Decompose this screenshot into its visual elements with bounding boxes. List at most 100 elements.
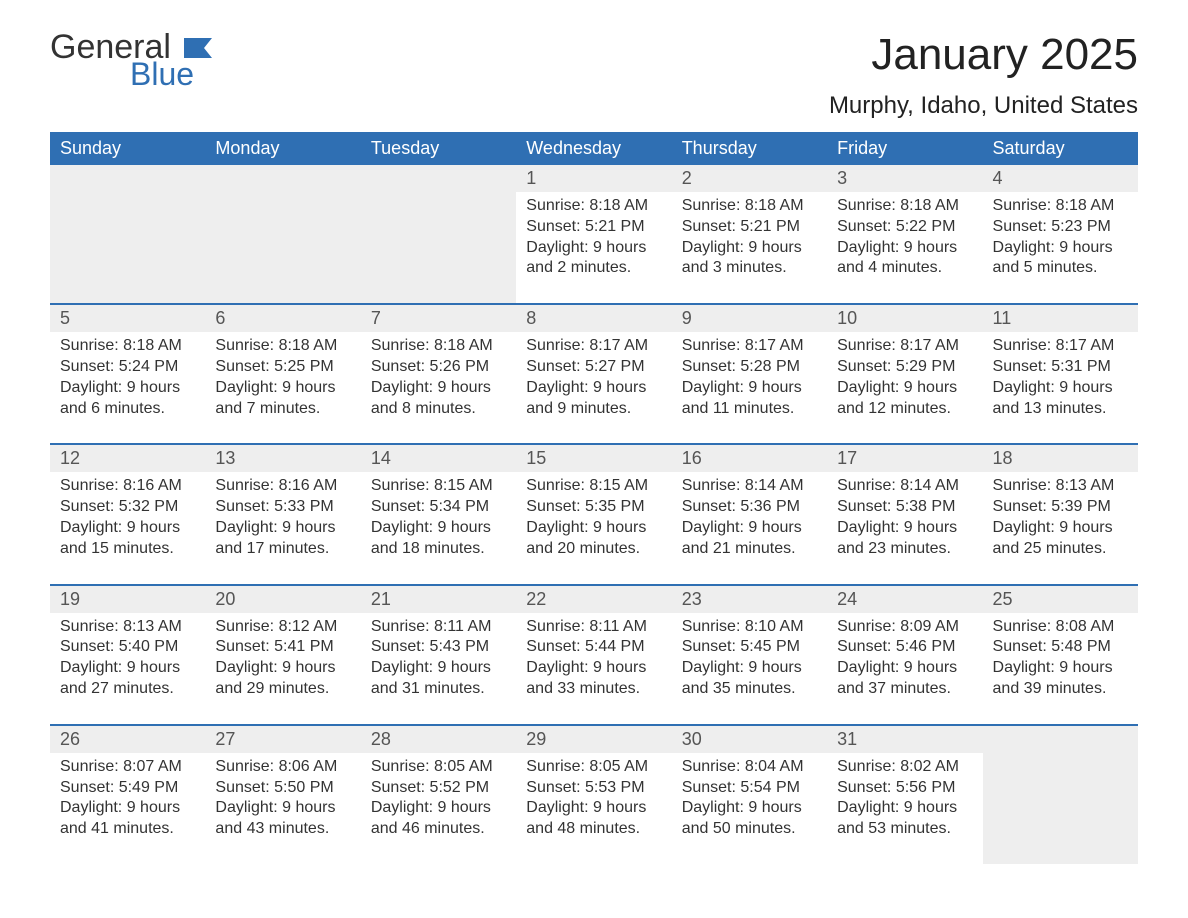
day-body: Sunrise: 8:11 AMSunset: 5:43 PMDaylight:… — [371, 617, 506, 700]
sunset-line: Sunset: 5:34 PM — [371, 497, 506, 518]
daylight-line: Daylight: 9 hours and 11 minutes. — [682, 378, 817, 420]
daylight-line: Daylight: 9 hours and 37 minutes. — [837, 658, 972, 700]
day-cell: 13 Sunrise: 8:16 AMSunset: 5:33 PMDayligh… — [205, 444, 360, 584]
day-body: Sunrise: 8:07 AMSunset: 5:49 PMDaylight:… — [60, 757, 195, 840]
title-block: January 2025 Murphy, Idaho, United State… — [829, 30, 1138, 120]
sunset-line: Sunset: 5:46 PM — [837, 637, 972, 658]
daylight-line: Daylight: 9 hours and 41 minutes. — [60, 798, 195, 840]
day-number-bar: 6 — [205, 305, 360, 332]
sunrise-line: Sunrise: 8:18 AM — [837, 196, 972, 217]
day-body: Sunrise: 8:16 AMSunset: 5:33 PMDaylight:… — [215, 476, 350, 559]
day-number-bar: 19 — [50, 586, 205, 613]
dow-header: Wednesday — [516, 132, 671, 165]
day-body: Sunrise: 8:18 AMSunset: 5:24 PMDaylight:… — [60, 336, 195, 419]
day-number-bar: 23 — [672, 586, 827, 613]
day-body: Sunrise: 8:18 AMSunset: 5:26 PMDaylight:… — [371, 336, 506, 419]
day-number: 14 — [371, 448, 391, 468]
day-cell: 17 Sunrise: 8:14 AMSunset: 5:38 PMDayligh… — [827, 444, 982, 584]
empty-day-bar — [205, 218, 360, 250]
daylight-line: Daylight: 9 hours and 7 minutes. — [215, 378, 350, 420]
sunset-line: Sunset: 5:48 PM — [993, 637, 1128, 658]
day-number: 10 — [837, 308, 857, 328]
day-body: Sunrise: 8:14 AMSunset: 5:38 PMDaylight:… — [837, 476, 972, 559]
day-number: 4 — [993, 168, 1003, 188]
day-body: Sunrise: 8:15 AMSunset: 5:35 PMDaylight:… — [526, 476, 661, 559]
day-number-bar: 17 — [827, 445, 982, 472]
sunset-line: Sunset: 5:28 PM — [682, 357, 817, 378]
sunset-line: Sunset: 5:23 PM — [993, 217, 1128, 238]
daylight-line: Daylight: 9 hours and 6 minutes. — [60, 378, 195, 420]
day-cell: 14Sunrise: 8:15 AMSunset: 5:34 PMDayligh… — [361, 444, 516, 584]
day-cell: 6Sunrise: 8:18 AMSunset: 5:25 PMDaylight… — [205, 304, 360, 444]
sunrise-line: Sunrise: 8:17 AM — [526, 336, 661, 357]
daylight-line: Daylight: 9 hours and 12 minutes. — [837, 378, 972, 420]
flag-icon — [184, 30, 218, 64]
day-cell: 18Sunrise: 8:13 AMSunset: 5:39 PMDayligh… — [983, 444, 1138, 584]
day-cell: 31Sunrise: 8:02 AMSunset: 5:56 PMDayligh… — [827, 725, 982, 864]
day-cell: 4Sunrise: 8:18 AMSunset: 5:23 PMDaylight… — [983, 165, 1138, 304]
day-number-bar: 31 — [827, 726, 982, 753]
day-number: 31 — [837, 729, 857, 749]
day-number: 28 — [371, 729, 391, 749]
sunrise-line: Sunrise: 8:11 AM — [371, 617, 506, 638]
day-body: Sunrise: 8:13 AMSunset: 5:39 PMDaylight:… — [993, 476, 1128, 559]
sunrise-line: Sunrise: 8:04 AM — [682, 757, 817, 778]
day-body: Sunrise: 8:17 AMSunset: 5:27 PMDaylight:… — [526, 336, 661, 419]
daylight-line: Daylight: 9 hours and 17 minutes. — [215, 518, 350, 560]
day-number-bar: 24 — [827, 586, 982, 613]
daylight-line: Daylight: 9 hours and 46 minutes. — [371, 798, 506, 840]
daylight-line: Daylight: 9 hours and 2 minutes. — [526, 238, 661, 280]
day-body: Sunrise: 8:11 AMSunset: 5:44 PMDaylight:… — [526, 617, 661, 700]
empty-day-bar — [983, 779, 1138, 811]
daylight-line: Daylight: 9 hours and 27 minutes. — [60, 658, 195, 700]
sunset-line: Sunset: 5:35 PM — [526, 497, 661, 518]
day-cell: 7Sunrise: 8:18 AMSunset: 5:26 PMDaylight… — [361, 304, 516, 444]
day-number: 26 — [60, 729, 80, 749]
day-number: 11 — [993, 308, 1012, 328]
sunset-line: Sunset: 5:25 PM — [215, 357, 350, 378]
calendar-body: 1Sunrise: 8:18 AMSunset: 5:21 PMDaylight… — [50, 165, 1138, 864]
day-of-week-row: SundayMondayTuesdayWednesdayThursdayFrid… — [50, 132, 1138, 165]
sunset-line: Sunset: 5:49 PM — [60, 778, 195, 799]
daylight-line: Daylight: 9 hours and 15 minutes. — [60, 518, 195, 560]
sunrise-line: Sunrise: 8:06 AM — [215, 757, 350, 778]
day-number: 13 — [215, 448, 235, 468]
day-body: Sunrise: 8:09 AMSunset: 5:46 PMDaylight:… — [837, 617, 972, 700]
day-body: Sunrise: 8:17 AMSunset: 5:28 PMDaylight:… — [682, 336, 817, 419]
day-body: Sunrise: 8:08 AMSunset: 5:48 PMDaylight:… — [993, 617, 1128, 700]
empty-day-cell — [50, 165, 205, 304]
dow-header: Saturday — [983, 132, 1138, 165]
day-number: 30 — [682, 729, 702, 749]
day-number-bar: 2 — [672, 165, 827, 192]
day-cell: 19Sunrise: 8:13 AMSunset: 5:40 PMDayligh… — [50, 585, 205, 725]
day-cell: 9Sunrise: 8:17 AMSunset: 5:28 PMDaylight… — [672, 304, 827, 444]
empty-day-cell — [361, 165, 516, 304]
sunset-line: Sunset: 5:43 PM — [371, 637, 506, 658]
daylight-line: Daylight: 9 hours and 13 minutes. — [993, 378, 1128, 420]
day-number: 8 — [526, 308, 536, 328]
day-cell: 24 Sunrise: 8:09 AMSunset: 5:46 PMDayligh… — [827, 585, 982, 725]
sunrise-line: Sunrise: 8:13 AM — [993, 476, 1128, 497]
day-number-bar: 5 — [50, 305, 205, 332]
day-number-bar: 21 — [361, 586, 516, 613]
day-cell: 27Sunrise: 8:06 AMSunset: 5:50 PMDayligh… — [205, 725, 360, 864]
sunrise-line: Sunrise: 8:16 AM — [60, 476, 195, 497]
day-cell: 23 Sunrise: 8:10 AMSunset: 5:45 PMDayligh… — [672, 585, 827, 725]
calendar-week-row: 19Sunrise: 8:13 AMSunset: 5:40 PMDayligh… — [50, 585, 1138, 725]
daylight-line: Daylight: 9 hours and 35 minutes. — [682, 658, 817, 700]
sunset-line: Sunset: 5:32 PM — [60, 497, 195, 518]
calendar-week-row: 26 Sunrise: 8:07 AMSunset: 5:49 PMDayligh… — [50, 725, 1138, 864]
sunrise-line: Sunrise: 8:17 AM — [993, 336, 1128, 357]
day-number: 21 — [371, 589, 391, 609]
day-cell: 30Sunrise: 8:04 AMSunset: 5:54 PMDayligh… — [672, 725, 827, 864]
day-cell: 11Sunrise: 8:17 AMSunset: 5:31 PMDayligh… — [983, 304, 1138, 444]
daylight-line: Daylight: 9 hours and 21 minutes. — [682, 518, 817, 560]
day-number: 3 — [837, 168, 847, 188]
day-cell: 15 Sunrise: 8:15 AMSunset: 5:35 PMDayligh… — [516, 444, 671, 584]
day-body: Sunrise: 8:10 AMSunset: 5:45 PMDaylight:… — [682, 617, 817, 700]
sunset-line: Sunset: 5:45 PM — [682, 637, 817, 658]
daylight-line: Daylight: 9 hours and 33 minutes. — [526, 658, 661, 700]
day-number-bar: 10 — [827, 305, 982, 332]
day-number-bar: 15 — [516, 445, 671, 472]
day-cell: 28Sunrise: 8:05 AMSunset: 5:52 PMDayligh… — [361, 725, 516, 864]
